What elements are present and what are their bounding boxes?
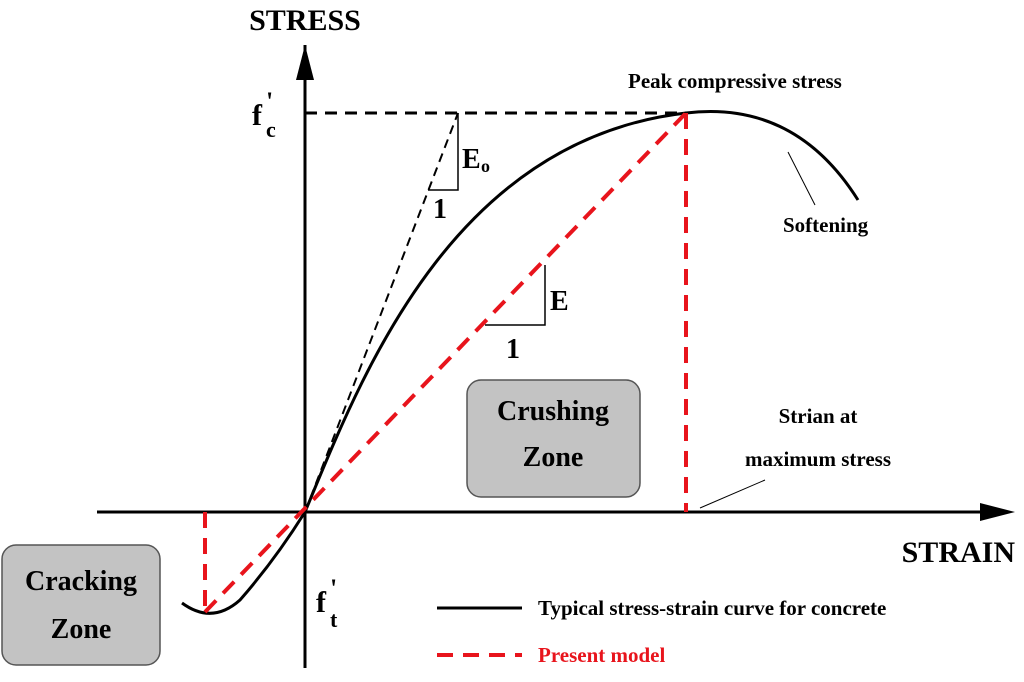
eo-sub: o: [481, 156, 490, 176]
e-run: 1: [506, 334, 520, 365]
crushing-label: Crushing: [497, 396, 609, 427]
softening-leader: [787, 151, 816, 206]
strain-label: Strian at: [779, 404, 858, 428]
fc-mark: ': [266, 87, 273, 116]
fc-base: f: [252, 99, 263, 132]
tangent-line: [304, 112, 459, 513]
softening-label: Softening: [783, 213, 869, 237]
secant-triangle: [485, 265, 546, 326]
ft-sub: t: [330, 607, 338, 632]
cracking-zone: [1, 544, 161, 666]
cracking-label: Zone: [51, 614, 112, 645]
fc-sub: c: [266, 117, 276, 142]
y-arrow: [296, 45, 314, 80]
crushing-label: Zone: [523, 442, 584, 473]
strain-leader: [699, 479, 766, 509]
legend-label: Typical stress-strain curve for concrete: [538, 596, 886, 620]
legend-label: Present model: [538, 643, 665, 667]
eo-base: E: [462, 144, 481, 175]
ft-mark: ': [330, 574, 337, 603]
model-line: [203, 111, 688, 614]
ft-base: f: [316, 586, 327, 619]
eo-run: 1: [433, 194, 447, 225]
strain-label: maximum stress: [745, 447, 891, 471]
slope-triangle: [428, 113, 459, 191]
typical-curve: [181, 110, 860, 615]
cracking-label: Cracking: [25, 566, 137, 597]
crushing-zone: [466, 379, 641, 498]
x-arrow: [980, 503, 1015, 521]
x-axis-label: STRAIN: [902, 536, 1016, 569]
peak-label: Peak compressive stress: [628, 69, 842, 93]
y-axis-label: STRESS: [249, 4, 361, 37]
legend: Typical stress-strain curve for concrete…: [437, 596, 886, 667]
e-base: E: [550, 286, 569, 317]
